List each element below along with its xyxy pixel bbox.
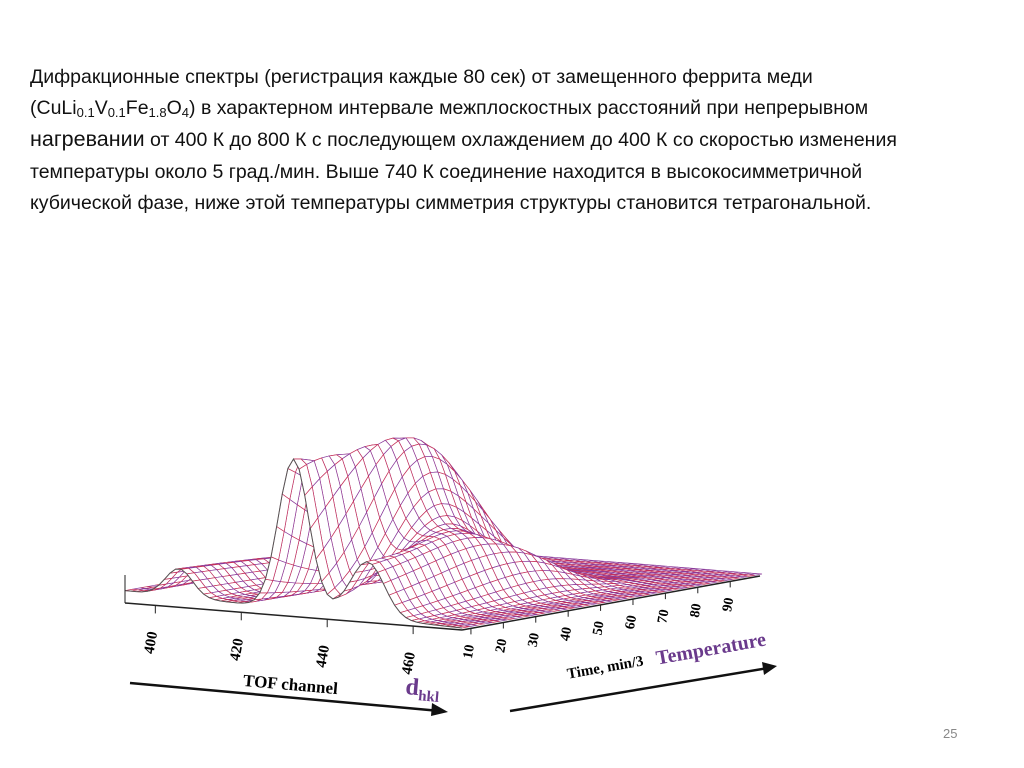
tof-tick-label: 400 bbox=[142, 630, 162, 655]
text: ) в характерном интервале межплоскостных… bbox=[189, 97, 869, 120]
text: V bbox=[94, 97, 108, 120]
time-tick-label: 30 bbox=[526, 632, 543, 648]
time-tick-label: 80 bbox=[688, 602, 705, 618]
emphasis: нагревании bbox=[30, 127, 145, 152]
front-profile bbox=[124, 457, 463, 629]
dhkl-label: dhkl bbox=[404, 674, 441, 706]
text: Дифракционные спектры (регистрация кажды… bbox=[30, 66, 813, 120]
time-tick-label: 60 bbox=[623, 614, 640, 630]
time-tick-label: 10 bbox=[461, 644, 478, 660]
time-axis bbox=[461, 575, 761, 631]
time-tick-label: 50 bbox=[591, 620, 608, 636]
description-paragraph: Дифракционные спектры (регистрация кажды… bbox=[30, 62, 945, 219]
surface-mesh bbox=[124, 437, 763, 629]
text: от 400 К до 800 К с последующем охлажден… bbox=[30, 129, 897, 214]
dhkl-subscript: hkl bbox=[418, 688, 440, 706]
time-tick-label: 90 bbox=[720, 597, 737, 613]
time-tick-label: 20 bbox=[493, 638, 510, 654]
subscript: 0.1 bbox=[107, 105, 126, 121]
tof-arrow bbox=[129, 681, 441, 713]
time-tick-label: 70 bbox=[655, 608, 672, 624]
time-tick-label: 40 bbox=[558, 626, 575, 642]
subscript: 0.1 bbox=[76, 105, 95, 121]
tof-tick-label: 440 bbox=[313, 644, 333, 669]
tof-tick-label: 420 bbox=[227, 637, 247, 662]
text: O bbox=[166, 97, 182, 120]
subscript: 4 bbox=[181, 105, 190, 121]
time-arrow bbox=[509, 666, 769, 713]
dhkl-symbol: d bbox=[404, 674, 420, 701]
tof-axis bbox=[124, 602, 463, 631]
time-label: Time, min/3 bbox=[566, 653, 645, 682]
text: Fe bbox=[125, 97, 149, 120]
tof-tick-label: 460 bbox=[399, 651, 419, 676]
arrowhead bbox=[762, 662, 777, 675]
subscript: 1.8 bbox=[148, 105, 167, 121]
arrowhead bbox=[431, 703, 448, 716]
temperature-label: Temperature bbox=[654, 629, 767, 670]
page-number: 25 bbox=[943, 726, 958, 741]
